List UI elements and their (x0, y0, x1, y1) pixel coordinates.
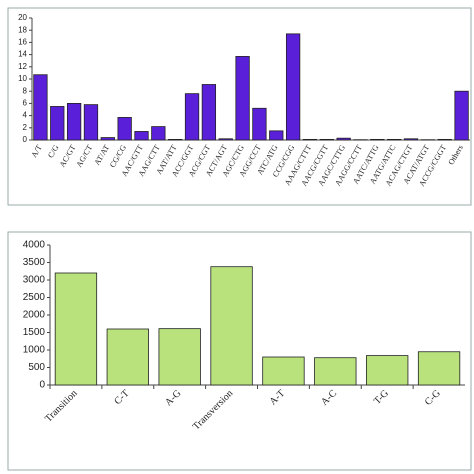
y-tick-label: 6 (23, 99, 28, 108)
x-tick-label: Others (446, 143, 464, 166)
bar (168, 138, 183, 141)
frame (7, 231, 472, 471)
bar (184, 93, 200, 141)
bar (336, 137, 351, 141)
bar (269, 130, 284, 141)
y-tick-label: 4000 (23, 240, 46, 251)
x-tick-label: C-T (112, 388, 131, 407)
y-tick-label: 500 (28, 362, 45, 373)
bar (151, 126, 166, 141)
y-tick-label: 2500 (23, 292, 46, 303)
bar (403, 138, 419, 141)
x-tick-label: C/G (46, 143, 61, 159)
bar (210, 266, 253, 386)
bar (314, 357, 357, 386)
y-tick-label: 4 (23, 111, 28, 120)
x-tick-label: A/T (29, 143, 43, 159)
bar (100, 137, 115, 141)
bar (285, 33, 301, 141)
x-tick-label: A-T (268, 388, 288, 408)
x-tick-label: C-G (423, 388, 443, 408)
bar (302, 138, 318, 141)
y-tick-label: 12 (18, 62, 27, 71)
y-tick-label: 2 (23, 123, 28, 132)
y-tick-label: 3500 (23, 257, 46, 268)
bar (117, 117, 132, 141)
y-tick-label: 10 (18, 74, 27, 83)
y-tick-label: 0 (23, 135, 28, 144)
bar (370, 138, 385, 141)
bar (319, 138, 334, 141)
x-tick-label: Transversion (191, 388, 235, 432)
bar (106, 328, 149, 386)
bar (66, 103, 82, 141)
bar (235, 56, 250, 141)
x-tick-label: A-G (163, 388, 183, 408)
y-tick-label: 0 (39, 380, 45, 391)
y-tick-label: 3000 (23, 275, 46, 286)
y-tick-label: 8 (23, 86, 28, 95)
bar (158, 328, 201, 386)
x-tick-label: Transition (43, 388, 80, 425)
bar (454, 90, 469, 141)
y-tick-label: 16 (18, 38, 27, 47)
bar (50, 106, 65, 141)
y-tick-label: 20 (18, 13, 27, 22)
bar (134, 131, 149, 141)
x-tick-label: AG/CT (74, 143, 94, 168)
frame (7, 7, 472, 206)
bar (417, 351, 461, 386)
bar (262, 356, 305, 386)
bar (201, 84, 217, 141)
y-tick-label: 18 (18, 25, 27, 34)
y-tick-label: 1000 (23, 345, 46, 356)
bar (33, 74, 48, 141)
bar (252, 107, 267, 141)
bar (218, 138, 233, 141)
bar (83, 104, 99, 141)
y-tick-label: 14 (18, 50, 27, 59)
y-tick-label: 1500 (23, 327, 46, 338)
x-tick-label: A-C (319, 388, 339, 408)
bar (54, 272, 98, 386)
y-tick-label: 2000 (23, 310, 46, 321)
bar (437, 138, 452, 141)
bar (387, 138, 402, 141)
x-tick-label: T-G (372, 388, 391, 407)
bar (366, 355, 409, 386)
